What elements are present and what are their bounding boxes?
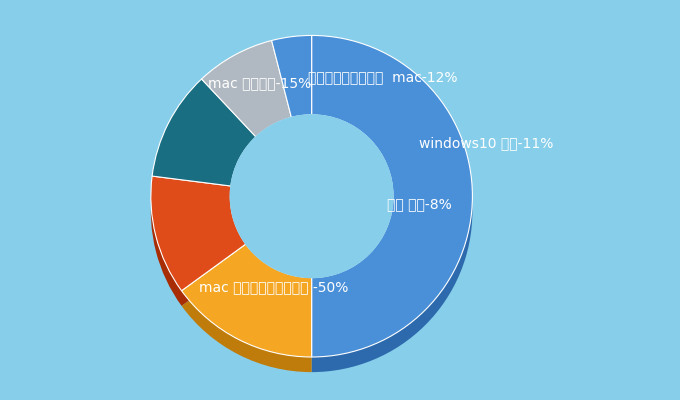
Wedge shape [152,79,256,186]
Wedge shape [152,94,256,201]
Wedge shape [182,244,311,357]
Wedge shape [311,36,473,357]
Wedge shape [201,40,292,137]
Wedge shape [201,56,292,152]
Wedge shape [271,50,311,132]
Circle shape [231,115,393,278]
Text: 画像 圧縮-8%: 画像 圧縮-8% [388,197,452,211]
Wedge shape [311,50,473,372]
Text: windows10 付箋-11%: windows10 付箋-11% [420,136,554,150]
Wedge shape [271,36,311,118]
Wedge shape [151,191,246,306]
Text: mac スクリーンショット -50%: mac スクリーンショット -50% [199,280,348,294]
Wedge shape [182,259,311,372]
Wedge shape [151,176,246,291]
Text: mac スクショ-15%: mac スクショ-15% [207,76,311,90]
Text: スクリーンショット  mac-12%: スクリーンショット mac-12% [308,70,458,84]
